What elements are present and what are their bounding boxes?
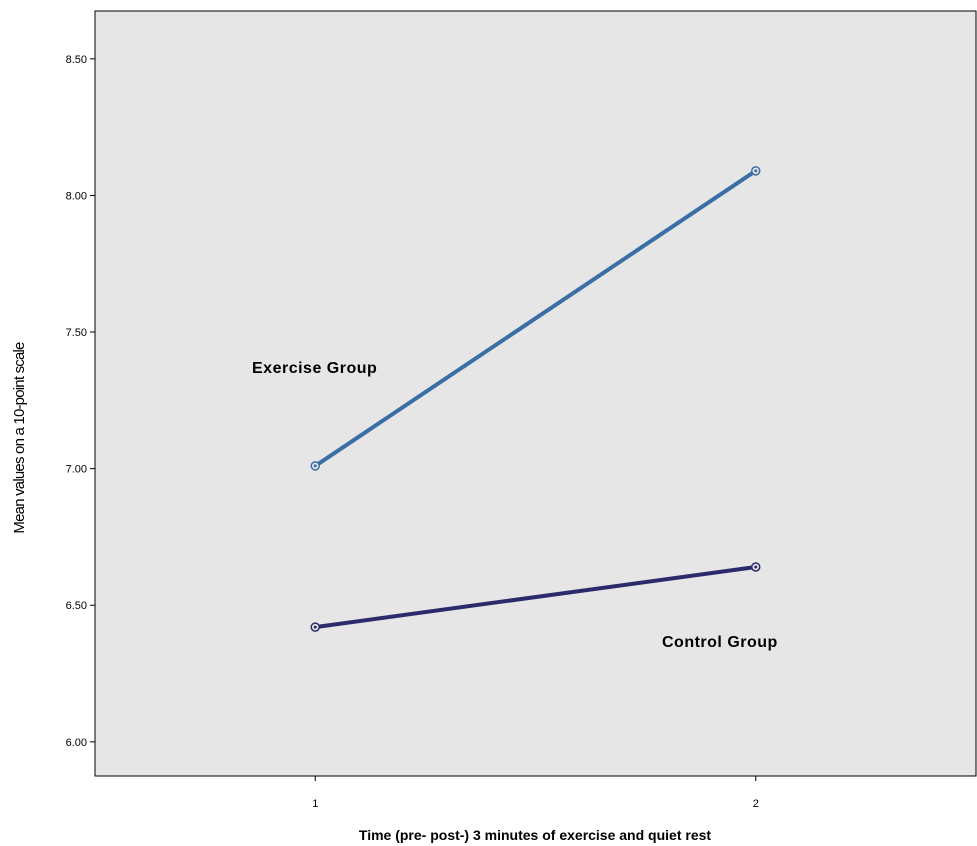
x-tick-label: 2 <box>753 798 759 810</box>
y-tick-label: 8.00 <box>66 190 87 202</box>
y-tick-label: 6.00 <box>66 737 87 749</box>
series-label-control-group: Control Group <box>662 634 778 651</box>
y-tick-label: 8.50 <box>66 54 87 66</box>
y-axis-title: Mean values on a 10-point scale <box>11 342 28 534</box>
plot-area <box>94 10 977 777</box>
series-line-0 <box>313 168 758 468</box>
series-lines <box>313 168 758 630</box>
series-label-exercise-group: Exercise Group <box>252 360 377 377</box>
series-line-1 <box>313 564 758 630</box>
y-tick-label: 7.50 <box>66 327 87 339</box>
y-tick-label: 7.00 <box>66 464 87 476</box>
data-point-center <box>313 464 317 468</box>
data-point-center <box>313 625 317 629</box>
data-point-center <box>754 169 758 173</box>
x-axis-title: Time (pre- post-) 3 minutes of exercise … <box>359 827 711 843</box>
series-points <box>310 166 761 632</box>
data-point-center <box>754 565 758 569</box>
x-tick-label: 1 <box>312 798 318 810</box>
y-axis: 6.00 6.50 7.00 7.50 8.00 8.50 <box>66 54 95 749</box>
y-tick-label: 6.50 <box>66 600 87 612</box>
